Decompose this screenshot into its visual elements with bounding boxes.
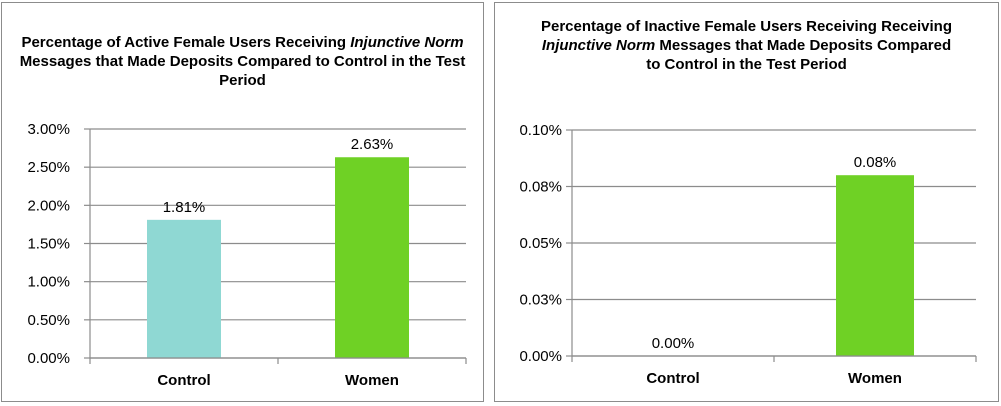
y-tick-label: 0.05% (519, 235, 562, 252)
y-tick-label: 0.08% (519, 179, 562, 196)
title-part: Percentage of Inactive Female Users Rece… (540, 18, 952, 35)
title-emphasis: Injunctive Norm (350, 34, 464, 51)
y-tick-label: 0.00% (519, 348, 562, 365)
chart-panel-active: Percentage of Active Female Users Receiv… (1, 2, 484, 402)
y-tick-label: 1.00% (27, 274, 70, 291)
data-label: 0.00% (652, 335, 695, 352)
chart-panel-inactive: Percentage of Inactive Female Users Rece… (494, 2, 999, 402)
bar (836, 175, 914, 356)
y-tick-label: 3.00% (27, 121, 70, 138)
y-tick-label: 2.50% (27, 159, 70, 176)
x-tick-label: Control (646, 370, 699, 387)
data-label: 0.08% (854, 154, 897, 171)
chart-plot: 0.00% 0.50% 1.00% 1.50% 2.00% 2.50% 3.00% 1.81%… (27, 121, 467, 389)
y-tick-label: 0.03% (519, 292, 562, 309)
bar (335, 157, 409, 358)
x-tick-label: Control (157, 372, 210, 389)
x-tick-label: Women (345, 372, 399, 389)
y-tick-label: 2.00% (27, 197, 70, 214)
y-tick-label: 1.50% (27, 236, 70, 253)
chart-title: Percentage of Active Female Users Receiv… (2, 33, 483, 90)
title-part: Messages that Made Deposits Compared to … (19, 53, 466, 89)
chart-plot: 0.00% 0.03% 0.05% 0.08% 0.10% 0.00% Control 0.0… (519, 122, 977, 387)
y-tick-label: 0.00% (27, 350, 70, 367)
data-label: 1.81% (163, 199, 206, 216)
title-part: Percentage of Active Female Users Receiv… (21, 34, 351, 51)
data-label: 2.63% (351, 136, 394, 153)
chart-title: Percentage of Inactive Female Users Rece… (495, 17, 998, 74)
y-tick-label: 0.50% (27, 312, 70, 329)
x-tick-label: Women (848, 370, 902, 387)
y-tick-label: 0.10% (519, 122, 562, 139)
title-part: Messages that Made Deposits Compared to … (646, 37, 952, 73)
bar (147, 219, 221, 358)
title-emphasis: Injunctive Norm (541, 37, 656, 54)
